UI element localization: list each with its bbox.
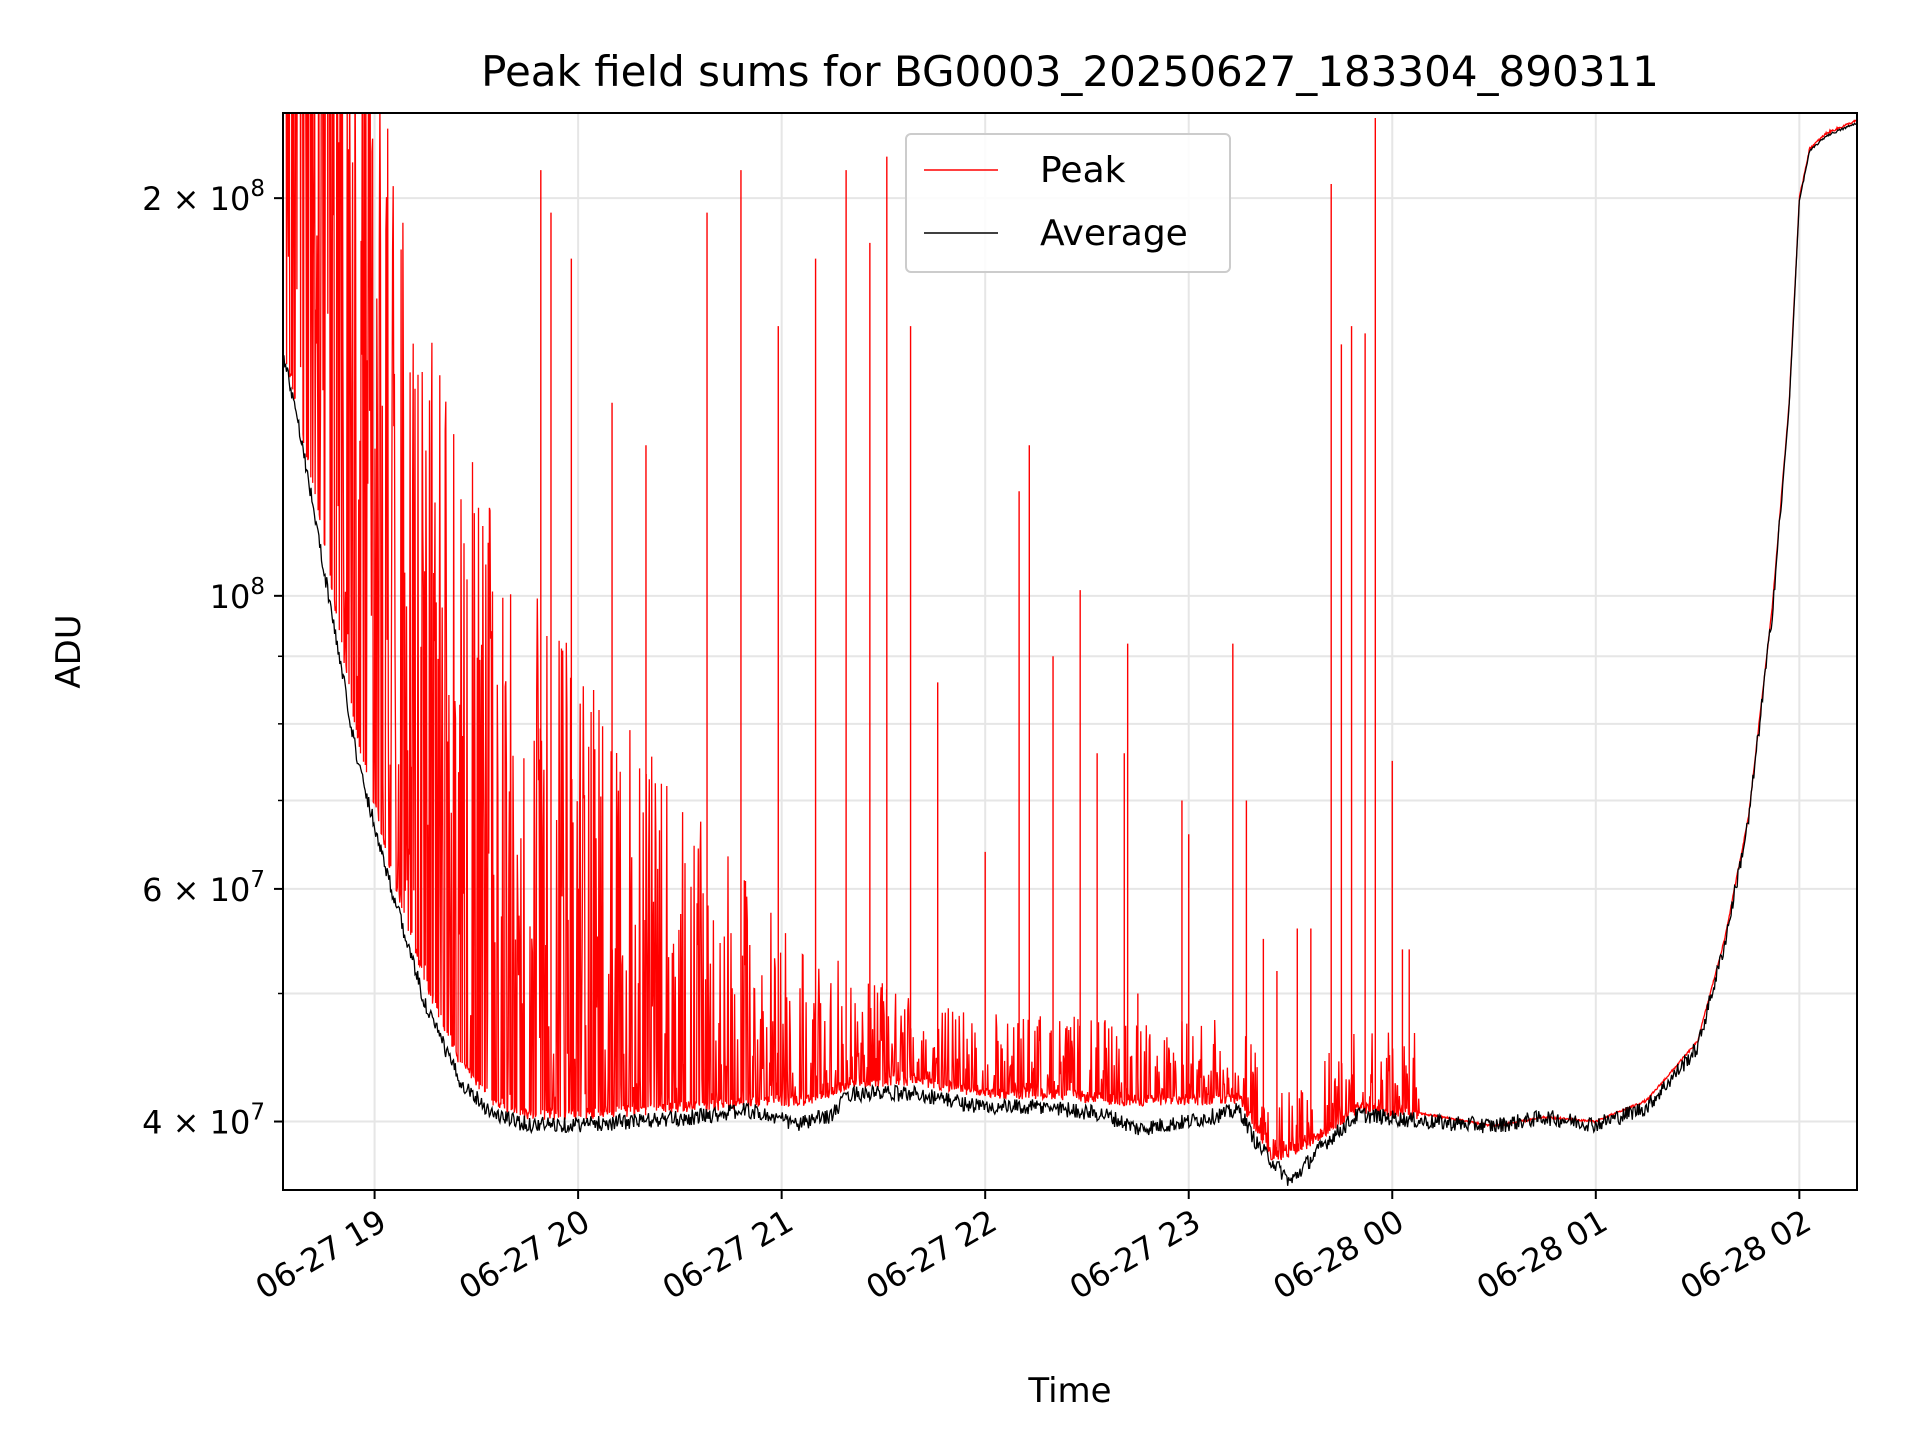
- x-axis-label: Time: [1027, 1371, 1111, 1411]
- x-tick-label: 06-27 19: [249, 1202, 393, 1307]
- x-tick-label: 06-27 21: [656, 1202, 800, 1307]
- x-tick-label: 06-28 01: [1470, 1202, 1614, 1307]
- y-tick-label: 4 × 107: [142, 1100, 265, 1142]
- x-tick-label: 06-27 22: [860, 1202, 1004, 1307]
- series-line-average: [283, 122, 1857, 1186]
- plot-frame: [282, 112, 1858, 1191]
- series-line-peak: [283, 113, 1857, 1161]
- series-layer: [283, 113, 1857, 1186]
- y-axis-label: ADU: [49, 614, 89, 688]
- legend: Peak Average: [905, 133, 1231, 273]
- x-tick-label: 06-27 20: [453, 1202, 597, 1307]
- x-tick-label: 06-27 23: [1063, 1202, 1207, 1307]
- x-tick-label: 06-28 00: [1267, 1202, 1411, 1307]
- grid: [283, 113, 1857, 1190]
- legend-label-peak: Peak: [1040, 150, 1126, 191]
- y-tick-label: 6 × 107: [142, 867, 265, 909]
- y-tick-label: 108: [210, 574, 265, 616]
- legend-box: [905, 133, 1231, 273]
- x-tick-label: 06-28 02: [1674, 1202, 1818, 1307]
- legend-label-average: Average: [1040, 213, 1188, 254]
- chart-title: Peak field sums for BG0003_20250627_1833…: [481, 47, 1659, 96]
- y-tick-label: 2 × 108: [142, 176, 265, 218]
